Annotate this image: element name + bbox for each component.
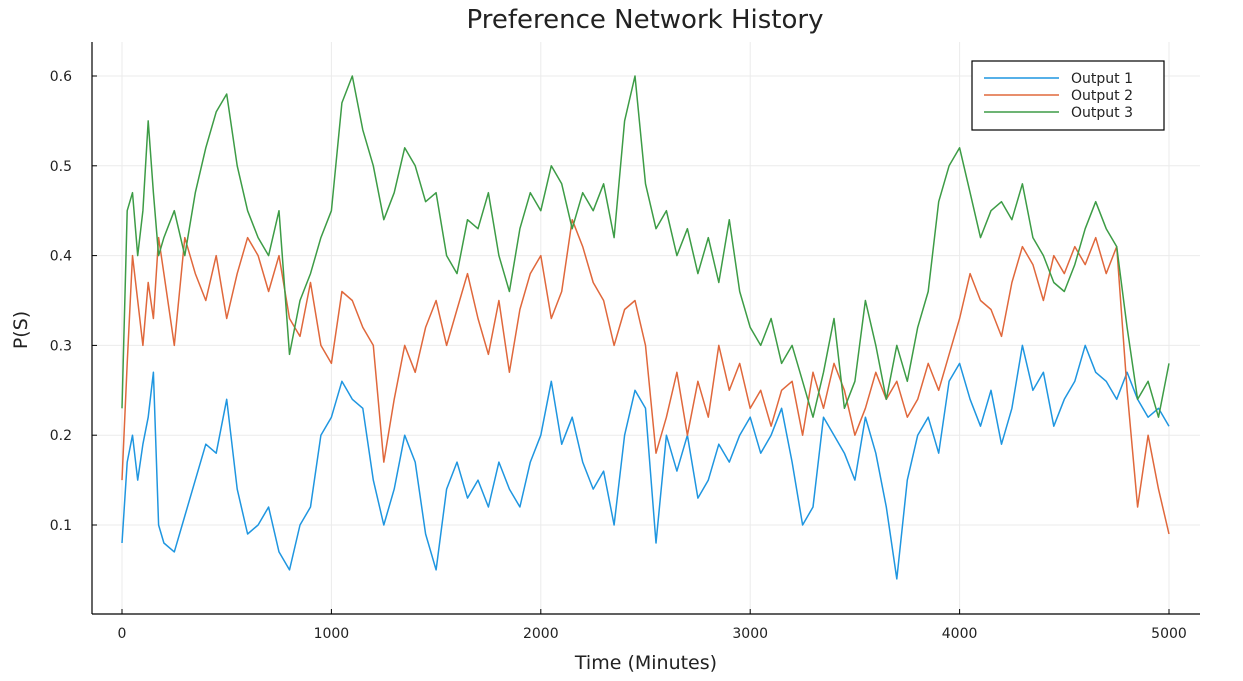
axes — [91, 42, 1200, 615]
chart-title: Preference Network History — [467, 5, 824, 35]
x-tick-label-3000: 3000 — [732, 626, 768, 642]
x-tick-label-2000: 2000 — [523, 626, 559, 642]
x-tick-label-4000: 4000 — [942, 626, 978, 642]
y-axis-label: P(S) — [10, 311, 32, 349]
x-tick-label-1000: 1000 — [314, 626, 350, 642]
legend-label-output-3: Output 3 — [1071, 105, 1133, 121]
y-tick-label-0.3: 0.3 — [50, 338, 72, 354]
legend: Output 1 Output 2 Output 3 — [971, 60, 1165, 131]
x-tick-label-0: 0 — [118, 626, 127, 642]
y-tick-label-0.4: 0.4 — [50, 249, 72, 265]
tick-labels: 0 1000 2000 3000 4000 5000 0.1 0.2 0.3 0.4 0.5 0.6 — [50, 69, 1187, 642]
y-tick-label-0.1: 0.1 — [50, 518, 72, 534]
series-lines — [121, 75, 1170, 580]
x-tick-label-5000: 5000 — [1151, 626, 1187, 642]
y-tick-label-0.6: 0.6 — [50, 69, 72, 85]
legend-label-output-1: Output 1 — [1071, 71, 1133, 87]
x-axis-label: Time (Minutes) — [574, 652, 717, 674]
y-tick-label-0.5: 0.5 — [50, 159, 72, 175]
legend-label-output-2: Output 2 — [1071, 88, 1133, 104]
series-line-output-3 — [121, 75, 1170, 418]
grid-lines — [92, 42, 1200, 614]
series-line-output-1 — [121, 344, 1170, 580]
y-tick-label-0.2: 0.2 — [50, 428, 72, 444]
series-line-output-2 — [121, 218, 1170, 535]
